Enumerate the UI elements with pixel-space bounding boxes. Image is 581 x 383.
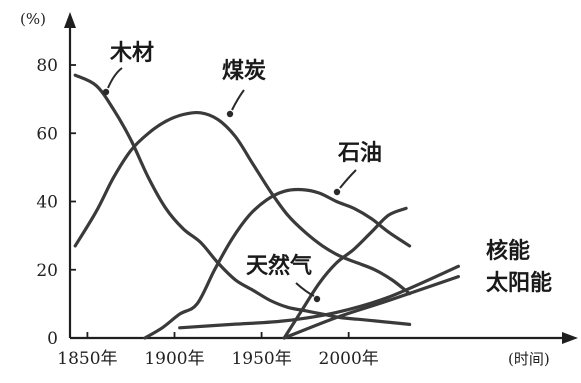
series-label-coal: 煤炭 xyxy=(222,58,266,84)
x-axis-arrow xyxy=(562,332,578,344)
series-group xyxy=(73,73,460,340)
series-label-solar: 太阳能 xyxy=(486,270,552,296)
x-axis-unit-label: (时间) xyxy=(508,350,550,368)
y-axis-arrow xyxy=(64,12,76,28)
leader-arrowhead-coal xyxy=(226,110,234,118)
leader-arrowhead-wood xyxy=(102,88,110,96)
x-tick-label: 1900年 xyxy=(144,349,204,369)
leader-line-oil xyxy=(339,169,357,189)
series-label-natural-gas: 天然气 xyxy=(246,253,312,279)
x-tick-group: 1850年 1900年 1950年 2000年 xyxy=(57,332,379,369)
leader-line-wood xyxy=(107,67,123,89)
y-tick-label: 20 xyxy=(36,261,58,281)
series-line-solar xyxy=(282,275,460,340)
axes: (%) (时间) xyxy=(20,10,578,368)
series-line-coal xyxy=(73,110,412,296)
x-tick-label: 1850年 xyxy=(57,349,117,369)
leader-arrowhead-oil xyxy=(333,188,341,196)
y-tick-label: 80 xyxy=(36,56,58,76)
y-tick-label: 40 xyxy=(36,193,58,213)
y-tick-group: 0 20 40 60 80 xyxy=(36,56,76,349)
y-tick-label: 60 xyxy=(36,124,58,144)
y-tick-label: 0 xyxy=(47,329,58,349)
series-line-oil xyxy=(143,187,412,340)
x-tick-label: 1950年 xyxy=(231,349,291,369)
x-tick-label: 2000年 xyxy=(319,349,379,369)
series-line-wood xyxy=(73,73,412,326)
series-line-nuclear xyxy=(178,264,460,330)
series-label-nuclear: 核能 xyxy=(486,238,530,264)
leader-line-natural-gas xyxy=(295,282,315,297)
y-axis-unit-label: (%) xyxy=(20,10,46,28)
series-label-wood: 木材 xyxy=(109,40,154,66)
series-line-natural-gas xyxy=(282,206,408,340)
leader-arrowhead-natural-gas xyxy=(313,295,321,303)
leader-line-coal xyxy=(231,89,245,111)
series-label-oil: 石油 xyxy=(337,140,382,166)
